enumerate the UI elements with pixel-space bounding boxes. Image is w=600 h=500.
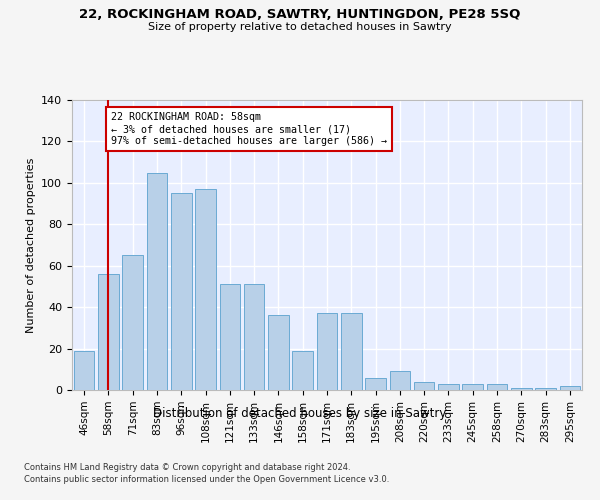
Text: Size of property relative to detached houses in Sawtry: Size of property relative to detached ho… [148,22,452,32]
Bar [414,382,434,390]
Bar [487,384,508,390]
Bar [146,172,167,390]
Bar [438,384,459,390]
Bar [365,378,386,390]
Bar [171,193,191,390]
Text: Contains HM Land Registry data © Crown copyright and database right 2024.: Contains HM Land Registry data © Crown c… [24,464,350,472]
Text: Distribution of detached houses by size in Sawtry: Distribution of detached houses by size … [154,408,446,420]
Bar [220,284,240,390]
Bar [389,372,410,390]
Text: 22, ROCKINGHAM ROAD, SAWTRY, HUNTINGDON, PE28 5SQ: 22, ROCKINGHAM ROAD, SAWTRY, HUNTINGDON,… [79,8,521,20]
Bar [292,350,313,390]
Bar [560,386,580,390]
Bar [244,284,265,390]
Bar [341,314,362,390]
Bar [463,384,483,390]
Bar [122,256,143,390]
Bar [511,388,532,390]
Bar [535,388,556,390]
Bar [74,350,94,390]
Text: Contains public sector information licensed under the Open Government Licence v3: Contains public sector information licen… [24,475,389,484]
Text: 22 ROCKINGHAM ROAD: 58sqm
← 3% of detached houses are smaller (17)
97% of semi-d: 22 ROCKINGHAM ROAD: 58sqm ← 3% of detach… [111,112,387,146]
Bar [317,314,337,390]
Bar [268,316,289,390]
Bar [98,274,119,390]
Bar [195,189,216,390]
Y-axis label: Number of detached properties: Number of detached properties [26,158,35,332]
